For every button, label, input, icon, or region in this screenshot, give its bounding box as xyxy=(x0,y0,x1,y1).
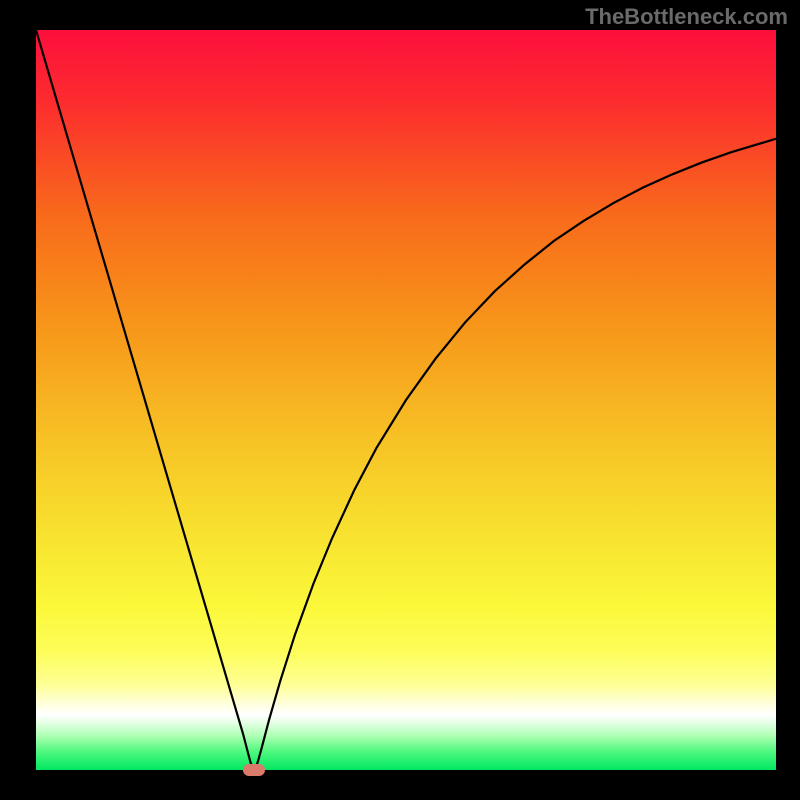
plot-area xyxy=(36,30,776,770)
watermark-text: TheBottleneck.com xyxy=(585,4,788,30)
curve-svg xyxy=(36,30,776,770)
bottleneck-curve xyxy=(36,30,776,770)
minimum-marker xyxy=(243,764,265,776)
